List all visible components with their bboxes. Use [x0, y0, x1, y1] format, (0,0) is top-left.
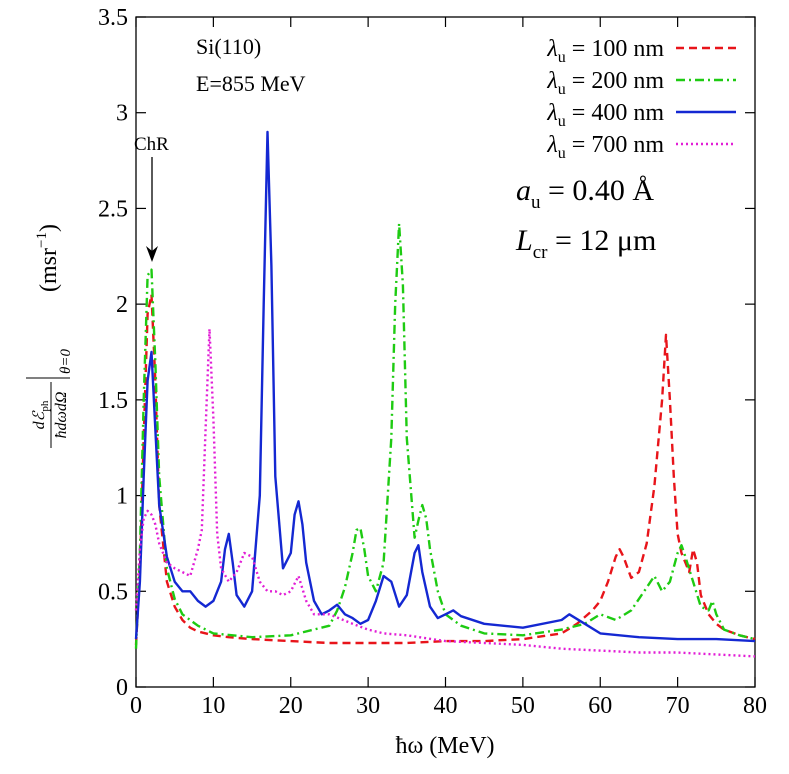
y-tick-label: 3: [116, 101, 128, 127]
x-tick-label: 60: [588, 693, 612, 719]
amplitude-label: au = 0.40 Å: [516, 174, 654, 213]
chr-label: ChR: [134, 134, 169, 155]
legend-label-2: λu = 200 nm: [546, 68, 664, 98]
series-line-1: [134, 293, 756, 645]
y-tick-label: 1.5: [98, 388, 128, 414]
x-tick-label: 50: [511, 693, 535, 719]
y-label-denominator: ħdωdΩ: [53, 392, 70, 439]
y-label-numerator: dℰph: [31, 400, 51, 429]
y-axis: 0 0.5 1 1.5 2 2.5 3 3.5: [98, 5, 755, 701]
y-tick-label: 0.5: [98, 579, 128, 605]
series-line-3: [134, 130, 756, 643]
x-tick-label: 70: [666, 693, 690, 719]
series-layer: [134, 130, 756, 658]
length-label: Lcr = 12 μm: [515, 224, 656, 263]
x-tick-label: 30: [356, 693, 380, 719]
y-tick-label: 1: [116, 484, 128, 510]
x-tick-label: 40: [434, 693, 458, 719]
y-label-unit: (msr−1): [34, 224, 62, 292]
series-line-2: [134, 222, 756, 649]
y-axis-label: dℰph ħdωdΩ θ=0 (msr−1): [26, 224, 74, 448]
x-tick-label: 80: [743, 693, 767, 719]
y-label-eval-sub: θ=0: [58, 349, 74, 374]
y-tick-label: 2: [116, 292, 128, 318]
chr-arrow-head: [146, 246, 158, 262]
series-line-4: [134, 327, 756, 658]
legend-label-3: λu = 400 nm: [546, 100, 664, 130]
x-axis: 0 10 20 30 40 50 60 70 80: [130, 17, 767, 719]
y-tick-label: 0: [116, 675, 128, 701]
y-tick-label: 2.5: [98, 196, 128, 222]
legend-label-4: λu = 700 nm: [546, 132, 664, 162]
x-tick-label: 10: [201, 693, 225, 719]
material-label: Si(110): [196, 34, 261, 59]
x-tick-label: 0: [130, 693, 142, 719]
x-tick-label: 20: [279, 693, 303, 719]
y-tick-label: 3.5: [98, 5, 128, 31]
energy-label: E=855 MeV: [196, 71, 306, 96]
x-axis-label: ħω (MeV): [395, 733, 494, 759]
legend-label-1: λu = 100 nm: [546, 36, 664, 66]
